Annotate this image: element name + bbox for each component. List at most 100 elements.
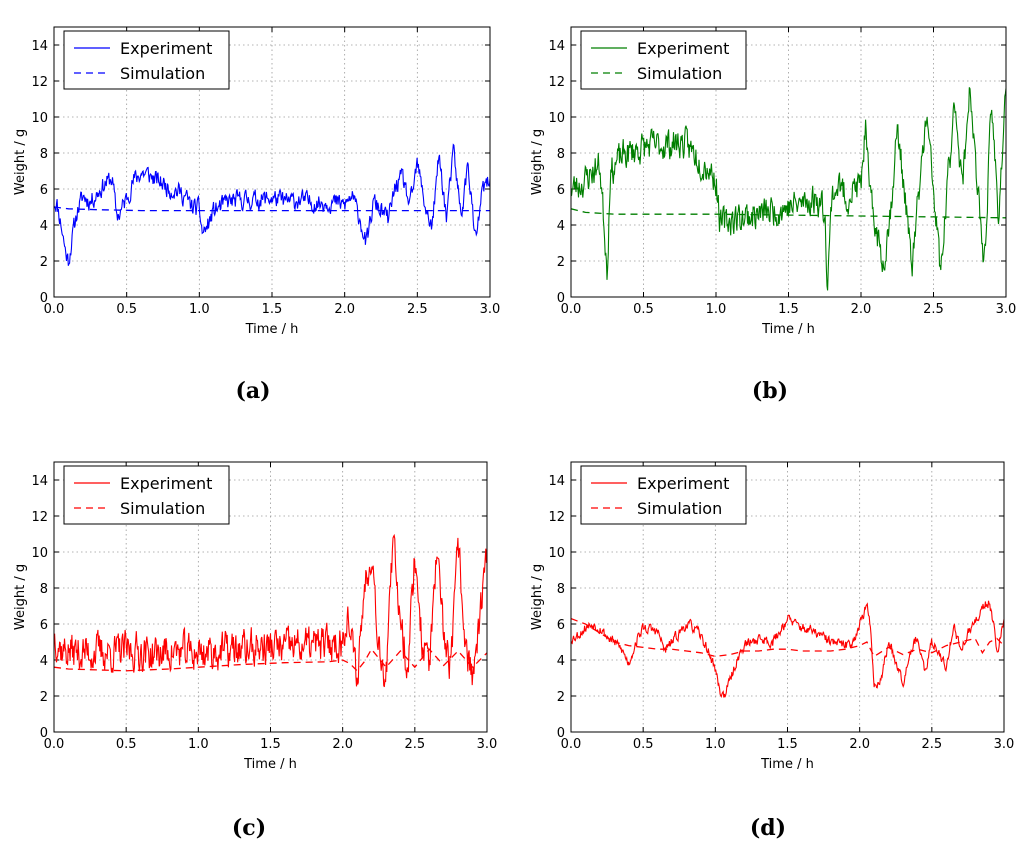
legend-label-experiment: Experiment: [120, 474, 212, 493]
x-tick-label: 0.5: [116, 302, 137, 317]
axes-frame: [53, 26, 491, 298]
chart-panel-c: 0.0 0.5 1.0 1.5 2.0 2.5 3.0 0 2 4 6 8 10 12 14 Time / h…: [13, 461, 498, 841]
y-tick-label: 2: [557, 255, 565, 270]
y-tick-label: 4: [40, 219, 48, 234]
y-tick-label: 4: [557, 654, 565, 669]
y-tick-label: 10: [548, 546, 565, 561]
chart-panel-d: 0.0 0.5 1.0 1.5 2.0 2.5 3.0 0 2 4 6 8 10 12 14 Time / h…: [530, 461, 1015, 841]
x-axis-label: Time / h: [243, 757, 297, 772]
axes-frame: [570, 461, 1005, 733]
series-line-simulation: [571, 208, 1006, 219]
x-tick-label: 1.0: [706, 302, 727, 317]
y-tick-label: 10: [31, 111, 48, 126]
chart-panel-a: 0.0 0.5 1.0 1.5 2.0 2.5 3.0 0 2 4 6 8 10 12 14 Time / h…: [13, 26, 501, 404]
series-line-simulation: [54, 206, 490, 212]
y-axis-label: Weight / g: [13, 564, 28, 630]
x-tick-label: 0.0: [561, 737, 582, 752]
legend-label-simulation: Simulation: [637, 499, 722, 518]
y-tick-label: 2: [557, 690, 565, 705]
y-tick-label: 8: [557, 147, 565, 162]
x-tick-label: 0.0: [44, 737, 65, 752]
series-line-experiment: [54, 143, 490, 266]
x-tick-label: 0.0: [44, 302, 65, 317]
y-tick-label: 6: [557, 183, 565, 198]
series-line-simulation: [571, 617, 1004, 658]
y-axis-label: Weight / g: [13, 129, 28, 195]
panel-caption: (d): [750, 815, 786, 841]
y-tick-label: 12: [31, 510, 48, 525]
y-axis-label: Weight / g: [530, 564, 545, 630]
y-tick-label: 12: [548, 510, 565, 525]
x-tick-label: 2.0: [851, 302, 872, 317]
y-tick-label: 12: [548, 75, 565, 90]
y-tick-label: 0: [557, 726, 565, 741]
x-tick-label: 1.0: [189, 302, 210, 317]
y-tick-label: 2: [40, 255, 48, 270]
y-tick-label: 14: [548, 39, 565, 54]
x-tick-label: 3.0: [994, 737, 1015, 752]
y-tick-label: 10: [548, 111, 565, 126]
x-tick-label: 2.5: [921, 737, 942, 752]
x-tick-label: 3.0: [480, 302, 501, 317]
legend-label-experiment: Experiment: [637, 474, 729, 493]
legend-label-experiment: Experiment: [120, 39, 212, 58]
legend-box: [580, 465, 747, 525]
x-axis-label: Time / h: [761, 322, 815, 337]
panel-caption: (a): [235, 378, 270, 404]
x-tick-label: 1.5: [778, 302, 799, 317]
y-tick-label: 14: [31, 39, 48, 54]
y-tick-label: 12: [31, 75, 48, 90]
y-tick-label: 0: [40, 726, 48, 741]
y-tick-label: 14: [31, 474, 48, 489]
x-tick-label: 1.5: [262, 302, 283, 317]
x-tick-label: 0.0: [561, 302, 582, 317]
x-tick-label: 1.5: [777, 737, 798, 752]
x-tick-label: 2.0: [332, 737, 353, 752]
y-tick-label: 2: [40, 690, 48, 705]
x-tick-label: 2.0: [849, 737, 870, 752]
y-tick-label: 0: [557, 291, 565, 306]
x-tick-label: 3.0: [477, 737, 498, 752]
series-line-experiment: [571, 87, 1006, 291]
series-line-simulation: [54, 648, 487, 672]
legend-box: [63, 30, 230, 90]
axes-frame: [570, 26, 1007, 298]
y-tick-label: 6: [557, 618, 565, 633]
panel-caption: (c): [232, 815, 266, 841]
x-tick-label: 0.5: [633, 302, 654, 317]
x-tick-label: 2.5: [407, 302, 428, 317]
x-tick-label: 2.5: [404, 737, 425, 752]
legend-label-simulation: Simulation: [637, 64, 722, 83]
y-tick-label: 8: [557, 582, 565, 597]
legend-label-simulation: Simulation: [120, 499, 205, 518]
y-tick-label: 0: [40, 291, 48, 306]
legend-label-experiment: Experiment: [637, 39, 729, 58]
panel-caption: (b): [752, 378, 788, 404]
legend-box: [63, 465, 230, 525]
x-axis-label: Time / h: [760, 757, 814, 772]
x-axis-label: Time / h: [245, 322, 299, 337]
x-tick-label: 0.5: [633, 737, 654, 752]
y-tick-label: 14: [548, 474, 565, 489]
chart-panel-b: 0.0 0.5 1.0 1.5 2.0 2.5 3.0 0 2 4 6 8 10 12 14 Time / h…: [530, 26, 1017, 404]
x-tick-label: 1.0: [705, 737, 726, 752]
y-tick-label: 8: [40, 147, 48, 162]
y-tick-label: 8: [40, 582, 48, 597]
y-tick-label: 4: [557, 219, 565, 234]
y-tick-label: 6: [40, 183, 48, 198]
x-tick-label: 0.5: [116, 737, 137, 752]
series-line-experiment: [571, 600, 1004, 699]
axes-frame: [53, 461, 488, 733]
legend-box: [580, 30, 747, 90]
x-tick-label: 1.5: [260, 737, 281, 752]
series-line-experiment: [54, 533, 487, 688]
y-tick-label: 4: [40, 654, 48, 669]
x-tick-label: 2.5: [923, 302, 944, 317]
y-axis-label: Weight / g: [530, 129, 545, 195]
legend-label-simulation: Simulation: [120, 64, 205, 83]
x-tick-label: 2.0: [334, 302, 355, 317]
y-tick-label: 10: [31, 546, 48, 561]
x-tick-label: 3.0: [996, 302, 1017, 317]
y-tick-label: 6: [40, 618, 48, 633]
